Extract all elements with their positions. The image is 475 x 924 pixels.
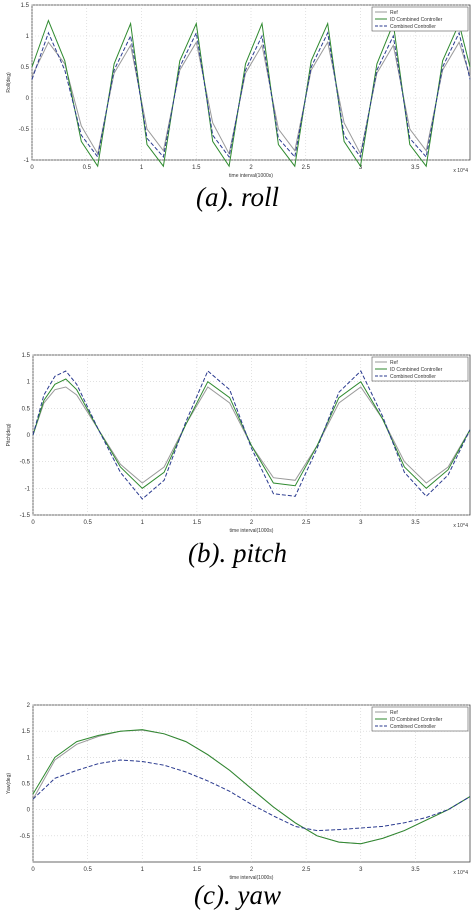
- series-line-1: [32, 729, 471, 845]
- x-tick-label: 2.5: [302, 867, 311, 873]
- y-tick-label: -0.5: [20, 834, 31, 840]
- y-tick-label: 1.5: [22, 353, 31, 359]
- x-exponent-label: x 10^4: [453, 870, 468, 876]
- legend-label: ID Combined Controller: [390, 717, 443, 723]
- x-tick-label: 1.5: [192, 165, 201, 171]
- x-tick-label: 2: [250, 867, 254, 873]
- legend-label: Combined Controller: [390, 374, 436, 380]
- x-tick-label: 3: [359, 867, 363, 873]
- x-tick-label: 3.5: [411, 867, 420, 873]
- y-axis-label: Roll(deg): [6, 72, 12, 93]
- x-tick-label: 3.5: [411, 520, 420, 526]
- series-line-2: [31, 31, 471, 159]
- yaw-chart: 0 0.5 1 1.5 2 2.5 3 3.5 -0.5 0 0.5 1 1.5 2 time interv…: [6, 703, 471, 881]
- roll-panel: 0 0.5 1 1.5 2 2.5 3 3.5 -1 -0.5 0 0.5 1 1.5 time inter…: [0, 0, 475, 225]
- x-exponent-label: x 10^4: [453, 523, 468, 529]
- legend-label: ID Combined Controller: [390, 367, 443, 373]
- y-tick-label: 2: [27, 703, 31, 709]
- x-axis-label: time interval(1000s): [230, 875, 274, 881]
- y-tick-label: 0: [27, 808, 31, 814]
- x-tick-label: 0: [30, 165, 34, 171]
- x-tick-label: 2: [250, 520, 254, 526]
- x-tick-label: 3: [359, 520, 363, 526]
- x-tick-label: 3: [359, 165, 363, 171]
- yaw-panel: 0 0.5 1 1.5 2 2.5 3 3.5 -0.5 0 0.5 1 1.5 2 time interv…: [0, 700, 475, 924]
- yaw-caption: (c). yaw: [194, 880, 281, 910]
- legend-label: Ref: [390, 710, 398, 716]
- y-axis-label: Yaw(deg): [6, 773, 12, 794]
- y-tick-label: -1: [24, 158, 30, 164]
- y-tick-label: -1: [25, 486, 31, 492]
- y-tick-label: -1.5: [20, 513, 31, 519]
- x-tick-label: 2: [249, 165, 253, 171]
- legend-box: [371, 356, 469, 382]
- x-axis-label: time interval(1000s): [229, 173, 273, 179]
- y-axis-label: Pitch(deg): [6, 423, 12, 446]
- y-tick-label: 1: [27, 380, 31, 386]
- x-tick-label: 2.5: [302, 520, 311, 526]
- roll-caption: (a). roll: [196, 182, 279, 212]
- x-tick-label: 1: [141, 867, 145, 873]
- roll-chart: 0 0.5 1 1.5 2 2.5 3 3.5 -1 -0.5 0 0.5 1 1.5 time inter…: [6, 3, 471, 179]
- series-line-2: [32, 370, 471, 500]
- series-line-1: [32, 378, 471, 489]
- y-tick-label: 0.5: [22, 782, 31, 788]
- x-tick-label: 3.5: [411, 165, 420, 171]
- y-tick-label: 0.5: [21, 65, 30, 71]
- x-tick-label: 0.5: [83, 520, 92, 526]
- legend-label: Ref: [390, 360, 398, 366]
- x-tick-label: 0: [31, 867, 35, 873]
- x-tick-label: 2.5: [302, 165, 311, 171]
- x-axis-label: time interval(1000s): [230, 528, 274, 534]
- y-tick-label: 1.5: [22, 729, 31, 735]
- x-tick-label: 1: [141, 520, 145, 526]
- legend-box: [371, 706, 469, 732]
- y-tick-label: 0.5: [22, 406, 31, 412]
- legend-box: [371, 6, 469, 32]
- x-tick-label: 0.5: [83, 867, 92, 873]
- pitch-panel: 0 0.5 1 1.5 2 2.5 3 3.5 -1.5 -1 -0.5 0 0.5 1 1.5 time i…: [0, 350, 475, 600]
- y-tick-label: -0.5: [19, 127, 30, 133]
- y-tick-label: 1: [27, 755, 31, 761]
- pitch-caption: (b). pitch: [188, 538, 287, 568]
- x-exponent-label: x 10^4: [453, 168, 468, 174]
- legend-label: Combined Controller: [390, 724, 436, 730]
- legend-label: Ref: [390, 10, 398, 16]
- y-tick-label: 1.5: [21, 3, 30, 9]
- y-tick-label: 0: [26, 96, 30, 102]
- series-line-2: [32, 759, 471, 832]
- legend-label: ID Combined Controller: [390, 17, 443, 23]
- x-tick-label: 0.5: [83, 165, 92, 171]
- x-tick-label: 1.5: [193, 867, 202, 873]
- y-tick-label: -0.5: [20, 460, 31, 466]
- x-tick-label: 1: [140, 165, 144, 171]
- legend-label: Combined Controller: [390, 24, 436, 30]
- y-tick-label: 0: [27, 433, 31, 439]
- pitch-chart: 0 0.5 1 1.5 2 2.5 3 3.5 -1.5 -1 -0.5 0 0.5 1 1.5 time i…: [6, 353, 471, 534]
- y-tick-label: 1: [26, 34, 30, 40]
- x-tick-label: 1.5: [193, 520, 202, 526]
- x-tick-label: 0: [31, 520, 35, 526]
- series-line-0: [32, 386, 471, 484]
